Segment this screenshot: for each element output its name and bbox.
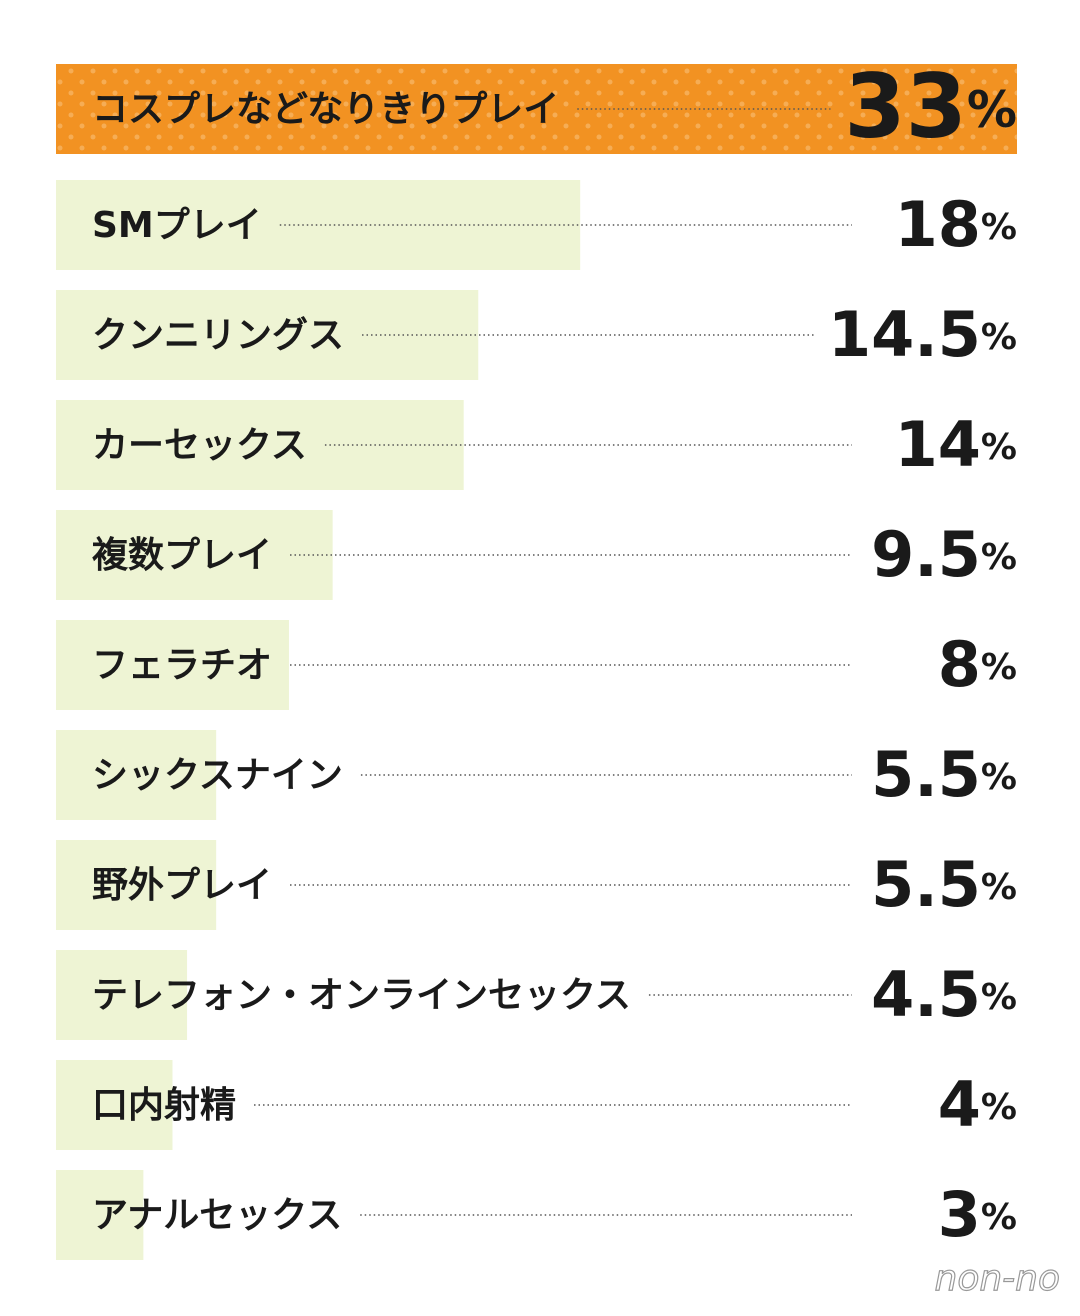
value-unit: % [981,977,1017,1018]
bar [56,620,289,710]
value-label: 4% [938,1068,1017,1141]
value-label: 18% [895,188,1017,261]
value-unit: % [981,867,1017,908]
bar [56,840,217,930]
value-number: 5.5 [871,738,981,811]
value-number: 33 [844,55,966,158]
value-number: 14.5 [828,298,981,371]
value-label: 5.5% [871,848,1017,921]
value-label: 14% [895,408,1017,481]
value-number: 3 [938,1178,981,1251]
bar [56,1170,144,1260]
value-number: 14 [895,408,981,481]
value-label: 4.5% [871,958,1017,1031]
bar [56,400,464,490]
value-number: 18 [895,188,981,261]
category-label: コスプレなどなりきりプレイ [92,89,559,130]
bar [56,730,217,820]
value-label: 5.5% [871,738,1017,811]
category-label: シックスナイン [92,755,343,796]
logo: non-no [935,1258,1061,1299]
bar [56,950,188,1040]
category-label: カーセックス [92,425,307,466]
category-label: 複数プレイ [92,535,272,576]
value-number: 8 [938,628,981,701]
value-unit: % [981,207,1017,248]
value-unit: % [981,1197,1017,1238]
value-label: 9.5% [871,518,1017,591]
value-number: 5.5 [871,848,981,921]
category-label: フェラチオ [92,645,272,686]
bar [56,180,581,270]
value-unit: % [981,317,1017,358]
bar [56,510,333,600]
value-unit: % [981,757,1017,798]
value-unit: % [967,81,1017,139]
value-number: 4.5 [871,958,981,1031]
value-label: 8% [938,628,1017,701]
category-label: 口内射精 [92,1085,236,1126]
bar-pattern [56,64,1017,154]
category-label: クンニリングス [92,315,344,356]
value-unit: % [981,647,1017,688]
bar [56,1060,173,1150]
value-number: 4 [938,1068,981,1141]
value-label: 3% [938,1178,1017,1251]
category-label: テレフォン・オンラインセックス [92,975,631,1016]
value-label: 33% [844,55,1017,158]
value-label: 14.5% [828,298,1017,371]
category-label: アナルセックス [92,1195,342,1236]
value-unit: % [981,1087,1017,1128]
value-unit: % [981,537,1017,578]
value-number: 9.5 [871,518,981,591]
category-label: 野外プレイ [92,865,272,906]
category-label: SMプレイ [92,205,262,246]
value-unit: % [981,427,1017,468]
